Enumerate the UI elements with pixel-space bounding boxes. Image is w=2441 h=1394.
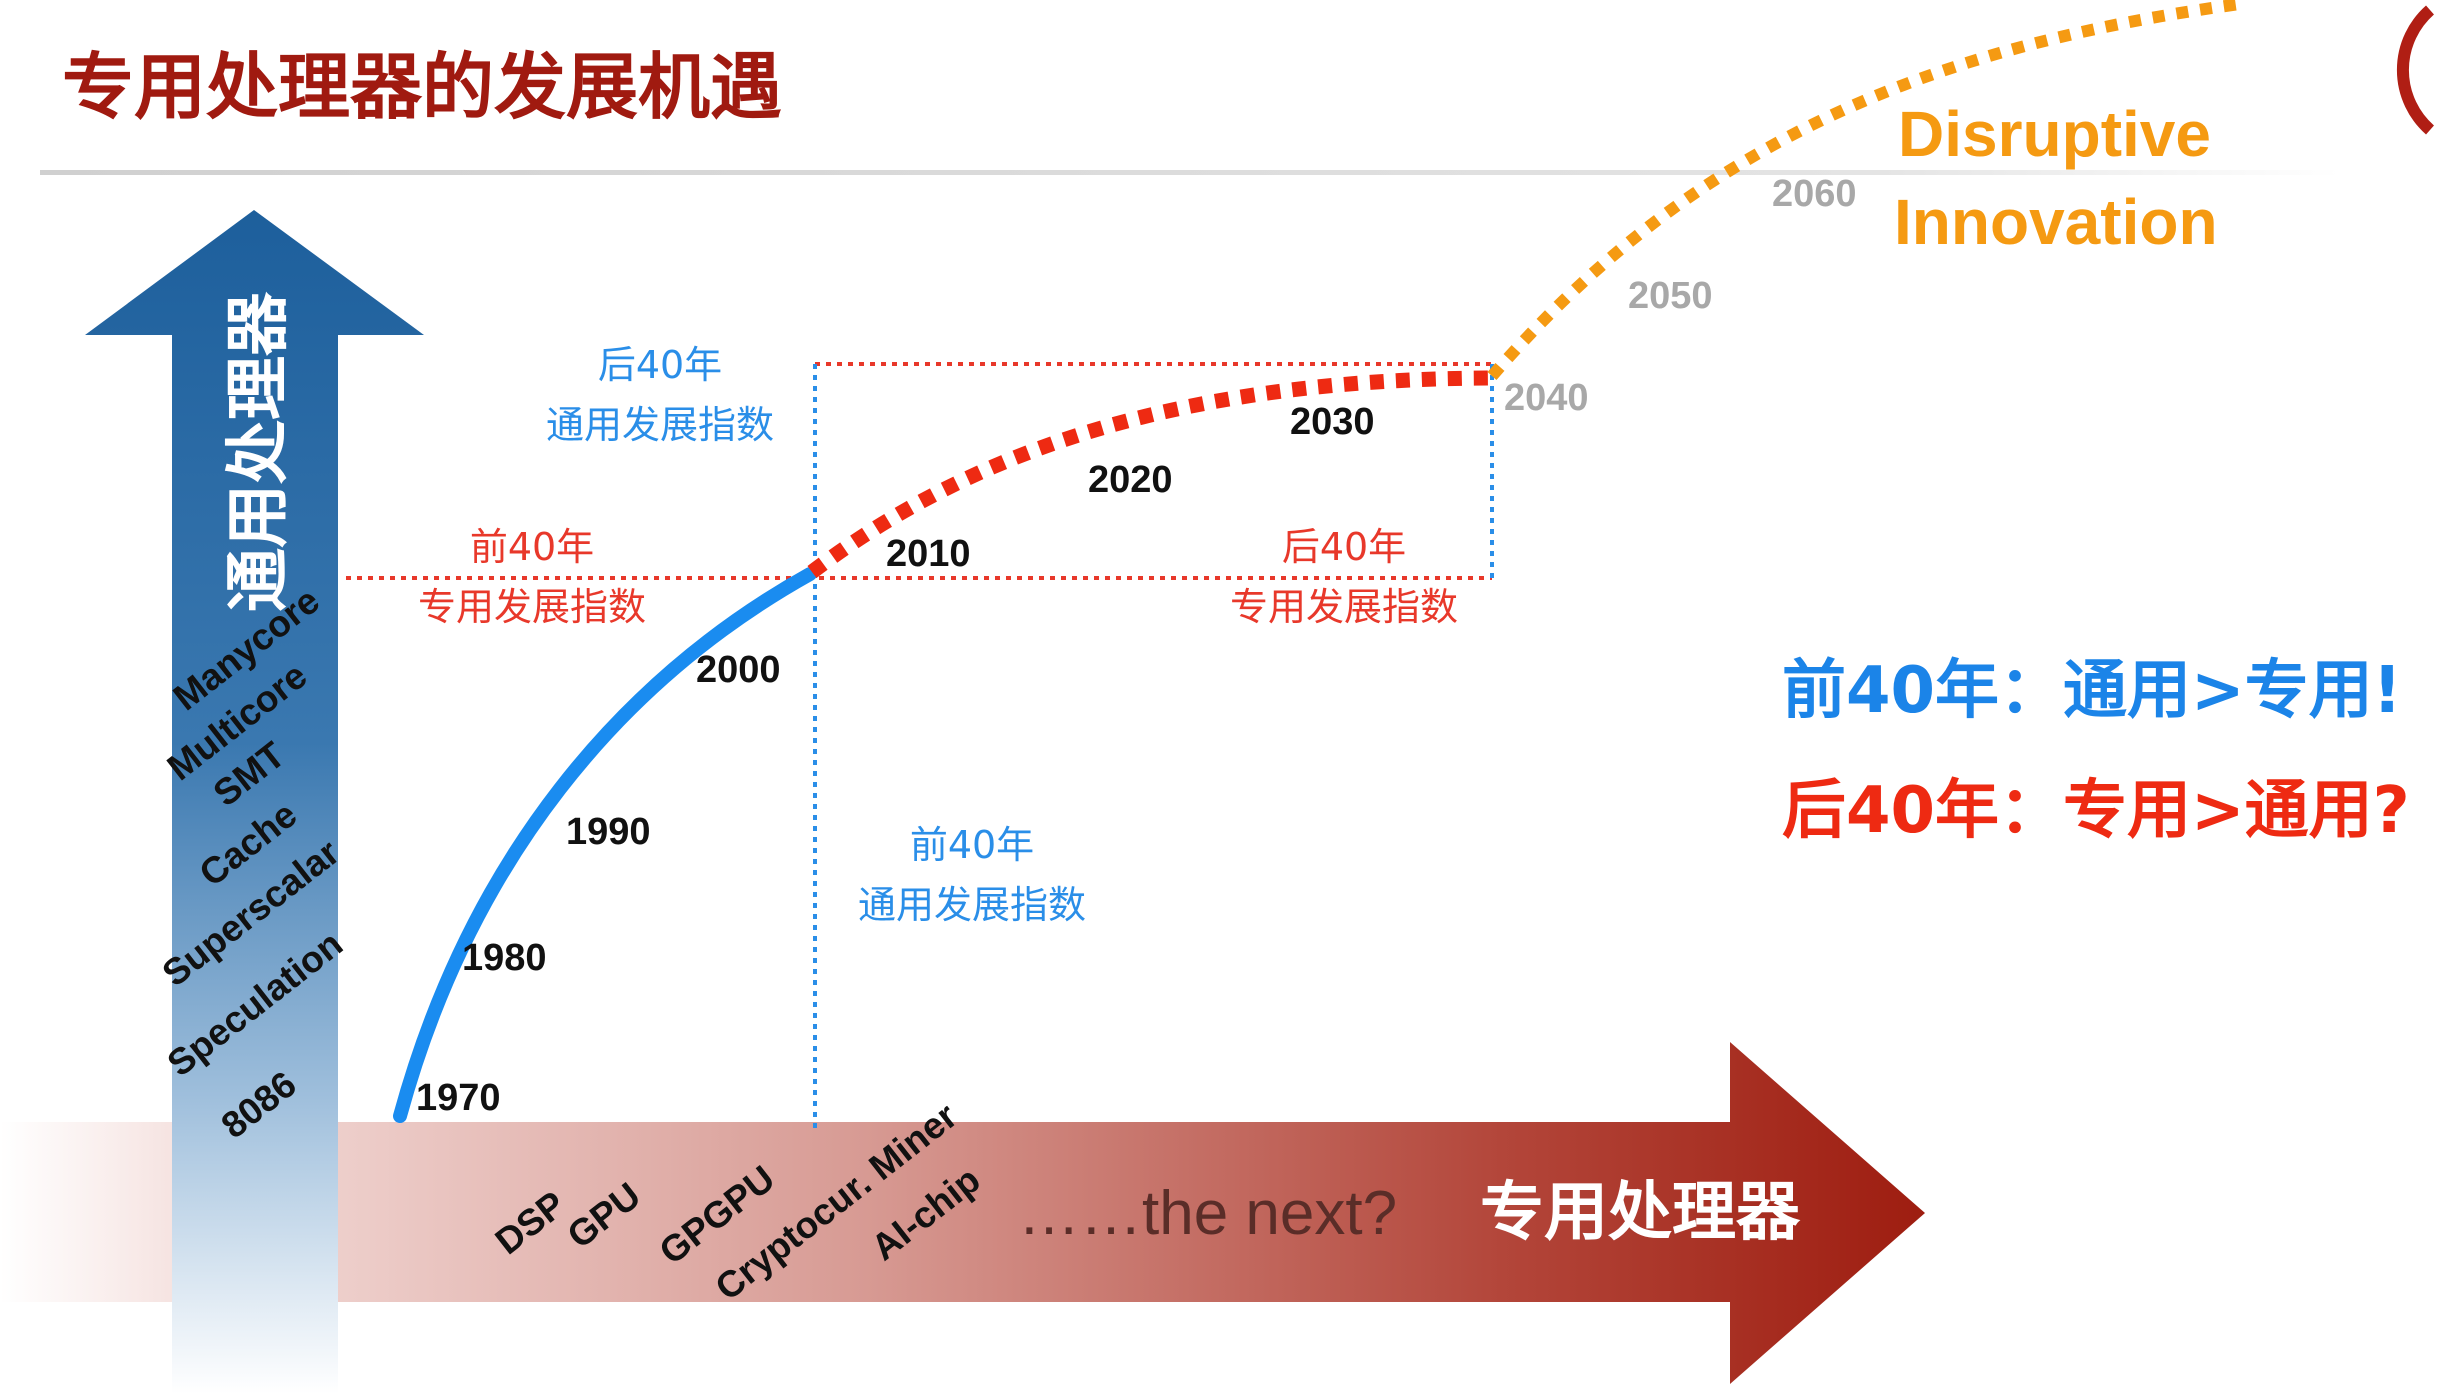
page-title: 专用处理器的发展机遇	[62, 45, 782, 129]
special-processor-arrow	[0, 1042, 1925, 1384]
general-processor-arrow	[85, 210, 424, 1394]
title-divider	[40, 170, 2340, 175]
disruptive-line-1: Disruptive	[1898, 98, 2211, 170]
special-axis-label: 专用处理器	[1480, 1176, 1801, 1250]
general-axis-label: 通用处理器	[222, 291, 296, 612]
year-2010: 2010	[886, 533, 971, 575]
orange-dotted-curve	[1487, 0, 2241, 380]
year-2050: 2050	[1628, 275, 1713, 317]
year-1990: 1990	[566, 811, 651, 853]
blue-growth-curve	[393, 567, 817, 1123]
year-2020: 2020	[1088, 459, 1173, 501]
annot-upper-general-2: 通用发展指数	[546, 403, 774, 447]
year-2000: 2000	[696, 649, 781, 691]
annot-right-special-2: 专用发展指数	[1230, 585, 1458, 629]
year-2030: 2030	[1290, 401, 1375, 443]
logo-fragment	[2396, 5, 2435, 135]
annot-right-special-1: 后40年	[1282, 525, 1406, 569]
disruptive-line-2: Innovation	[1894, 186, 2218, 258]
year-1970: 1970	[416, 1077, 501, 1119]
year-2060: 2060	[1772, 173, 1857, 215]
conclusion-past: 前40年：通用>专用!	[1782, 654, 2402, 728]
red-dotted-curve	[807, 370, 1489, 578]
annot-upper-general-1: 后40年	[598, 343, 722, 387]
conclusion-future: 后40年：专用>通用?	[1782, 774, 2410, 848]
annot-lower-general-2: 通用发展指数	[858, 883, 1086, 927]
next-question: ……the next?	[1018, 1179, 1397, 1248]
annot-left-special-2: 专用发展指数	[418, 585, 646, 629]
annot-left-special-1: 前40年	[470, 525, 594, 569]
year-1980: 1980	[462, 937, 547, 979]
year-2040: 2040	[1504, 377, 1589, 419]
annot-lower-general-1: 前40年	[910, 823, 1034, 867]
